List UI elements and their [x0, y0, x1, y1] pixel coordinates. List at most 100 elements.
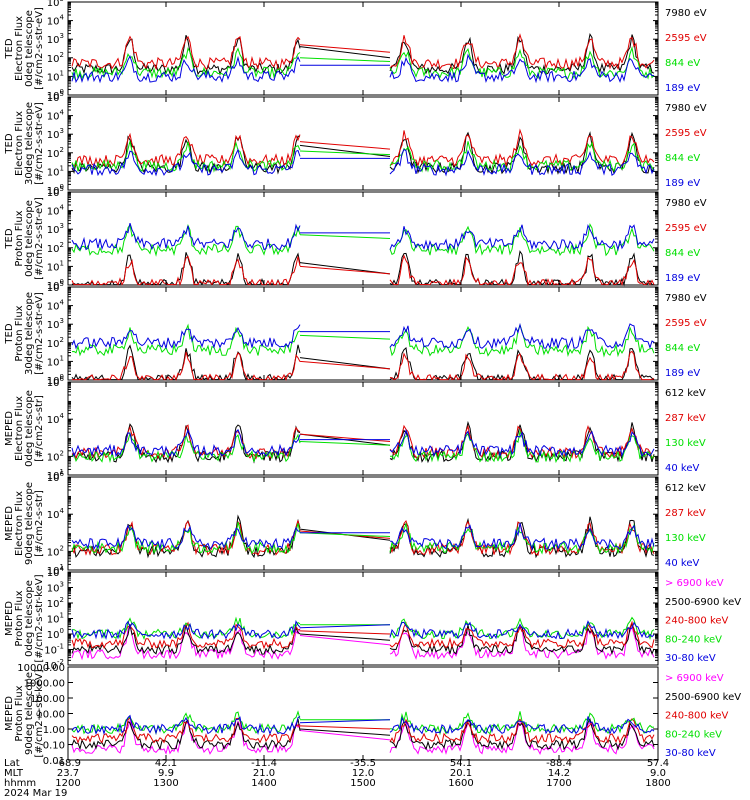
series-trace	[71, 322, 655, 351]
legend-label: 130 keV	[665, 438, 706, 449]
x-tick-mlt: 14.2	[548, 768, 570, 779]
series-trace	[71, 428, 655, 458]
gap-connector	[299, 334, 391, 340]
gap-connector	[299, 44, 391, 53]
legend-label: 612 keV	[665, 388, 706, 399]
legend-label: 130 keV	[665, 533, 706, 544]
y-axis-label-line: TED	[4, 133, 15, 154]
series-trace	[71, 45, 655, 81]
y-tick-label: 102	[47, 51, 64, 65]
legend-label: 30-80 keV	[665, 748, 716, 759]
y-axis-label-line: TED	[4, 228, 15, 249]
y-tick-label: 102	[47, 336, 64, 350]
legend-label: 844 eV	[665, 153, 700, 164]
gap-connector	[299, 357, 391, 370]
x-tick-hhmm: 1300	[153, 778, 178, 789]
legend-label: 2595 eV	[665, 318, 707, 329]
y-tick-label: 10.00	[36, 710, 65, 721]
legend-label: 30-80 keV	[665, 653, 716, 664]
y-tick-label: 104	[47, 204, 65, 218]
legend-label: 844 eV	[665, 248, 700, 259]
gap-connector	[299, 360, 391, 370]
legend-label: 2500-6900 keV	[665, 692, 741, 703]
y-axis-label-line: [#/cm2-s-str]	[34, 490, 45, 557]
gap-connector	[299, 532, 391, 538]
series-trace	[72, 350, 655, 381]
x-tick-hhmm: 1400	[251, 778, 276, 789]
y-tick-label: 0.10	[43, 741, 65, 752]
y-tick-label: 105	[47, 185, 64, 199]
gap-connector	[299, 624, 391, 629]
series-trace	[71, 620, 655, 641]
y-axis-label-line: MEPED	[4, 696, 15, 731]
legend-label: 2595 eV	[665, 128, 707, 139]
y-axis-label-line: Electron Flux	[14, 396, 25, 461]
y-tick-label: 1000.00	[24, 679, 65, 690]
y-tick-label: 104	[47, 109, 65, 123]
y-axis-label-line: [#/cm2-s-str-eV]	[34, 7, 45, 90]
legend-label: > 6900 keV	[665, 673, 724, 684]
y-axis-label-line: 30deg telescope	[24, 102, 35, 185]
x-tick-hhmm: 1600	[448, 778, 473, 789]
y-tick-label: 106	[47, 375, 65, 389]
legend-label: > 6900 keV	[665, 578, 724, 589]
gap-connector	[299, 46, 391, 59]
y-tick-label: 105	[47, 90, 64, 104]
y-tick-label: 103	[47, 581, 64, 595]
x-tick-lat: 42.1	[155, 758, 177, 769]
y-tick-label: 104	[47, 412, 65, 426]
legend-label: 240-800 keV	[665, 616, 729, 627]
gap-connector	[299, 728, 391, 736]
x-row-label: Lat	[4, 758, 20, 769]
x-tick-lat: 57.4	[647, 758, 669, 769]
legend-label: 287 keV	[665, 508, 706, 519]
y-tick-label: 104	[47, 565, 65, 579]
y-tick-label: 102	[47, 596, 64, 610]
series-trace	[71, 521, 655, 555]
y-tick-label: 104	[47, 14, 65, 28]
date-label: 2024 Mar 19	[4, 788, 67, 799]
series-trace	[71, 128, 655, 168]
x-tick-hhmm: 1200	[55, 778, 80, 789]
gap-connector	[299, 262, 391, 275]
y-axis-label-line: Proton Flux	[14, 305, 25, 361]
legend-label: 7980 eV	[665, 293, 707, 304]
legend-label: 189 eV	[665, 273, 700, 284]
y-axis-label-line: [#/cm2-s-str-keV]	[34, 574, 45, 662]
legend-label: 7980 eV	[665, 103, 707, 114]
y-tick-label: 10-1	[44, 643, 64, 657]
y-tick-label: 101	[47, 612, 64, 626]
legend-label: 80-240 keV	[665, 634, 722, 645]
y-axis-label-line: Proton Flux	[14, 590, 25, 646]
x-tick-lat: -11.4	[251, 758, 277, 769]
y-tick-label: 0.01	[43, 756, 65, 767]
gap-connector	[299, 441, 391, 446]
series-trace	[71, 710, 655, 736]
x-tick-lat: -35.5	[350, 758, 376, 769]
series-trace	[71, 223, 655, 257]
series-trace	[71, 714, 655, 736]
y-tick-label: 103	[47, 222, 64, 236]
y-axis-label-line: 90deg telescope	[24, 482, 35, 565]
y-axis-label-line: MEPED	[4, 411, 15, 446]
y-axis-label-line: Proton Flux	[14, 685, 25, 741]
y-tick-label: 100.00	[30, 694, 65, 705]
y-axis-label-line: MEPED	[4, 506, 15, 541]
y-axis-label-line: [#/cm2-s-str-eV]	[34, 197, 45, 280]
series-trace	[71, 33, 655, 71]
gap-connector	[299, 234, 391, 239]
y-axis-label-line: [#/cm2-s-str]	[34, 395, 45, 462]
y-tick-label: 102	[47, 449, 64, 463]
legend-label: 189 eV	[665, 83, 700, 94]
y-axis-label-line: 30deg telescope	[24, 292, 35, 375]
series-trace	[71, 254, 655, 287]
x-row-label: hhmm	[4, 778, 36, 789]
gap-connector	[299, 141, 391, 150]
y-axis-label-line: 0deg telescope	[24, 200, 35, 277]
y-axis-label-line: 0deg telescope	[24, 10, 35, 87]
